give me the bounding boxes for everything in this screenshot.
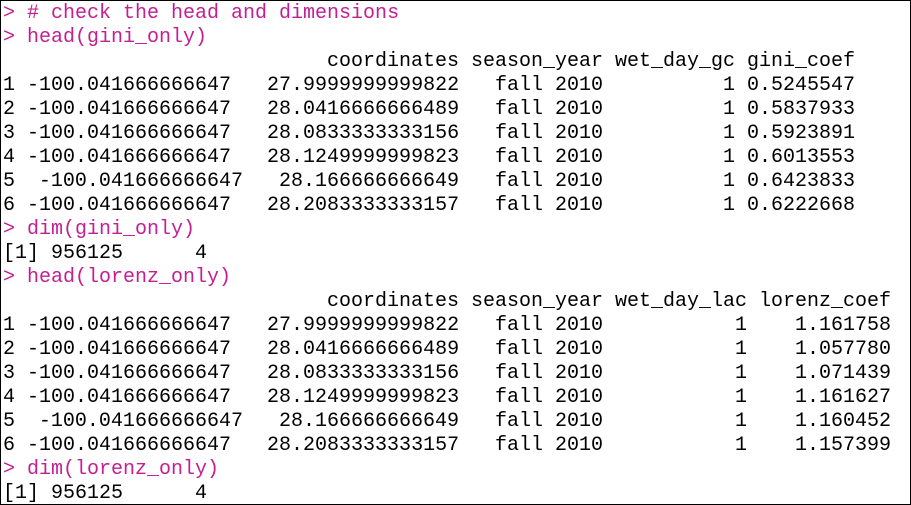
table-cell: 1 [734,362,747,385]
table-header: coordinates season_year wet_day_gc gini_coe… [3,50,910,74]
table-cell: 1.071439 [794,362,891,385]
table-cell: -100.041666666647 28.2083333333157 [27,194,460,217]
table-cell: 0.5923891 [747,122,856,145]
table-row: 3 -100.041666666647 28.0833333333156 fall … [3,122,910,146]
column-header: lorenz_coef [759,290,892,313]
row-name: 2 [3,338,16,361]
command-line: > dim(lorenz_only) [3,458,220,481]
table-cell: 1.160452 [794,410,891,433]
column-header: season_year [471,290,604,313]
table-cell: -100.041666666647 28.1249999999823 [27,386,460,409]
table-cell: fall 2010 [494,122,603,145]
column-header: wet_day_lac [615,290,748,313]
table-cell: -100.041666666647 28.166666666649 [38,170,459,193]
table-cell: 0.6222668 [747,194,856,217]
column-header: wet_day_gc [615,50,736,73]
table-cell: 1.157399 [794,434,891,457]
table-cell: fall 2010 [494,362,603,385]
row-name: 3 [3,122,16,145]
row-name: 5 [3,170,16,193]
table-cell: fall 2010 [494,338,603,361]
table-cell: fall 2010 [494,146,603,169]
command-line: > head(lorenz_only) [3,266,232,289]
row-name: 1 [3,314,16,337]
column-header: coordinates [326,290,459,313]
table-row: 6 -100.041666666647 28.2083333333157 fall … [3,194,910,218]
table-cell: 1 [722,194,735,217]
table-cell: -100.041666666647 27.9999999999822 [27,74,460,97]
table-row: 3 -100.041666666647 28.0833333333156 fall … [3,362,910,386]
row-name: 6 [3,434,16,457]
table-cell: fall 2010 [494,98,603,121]
table-cell: 1 [722,170,735,193]
table-row: 5 -100.041666666647 28.166666666649 fall 2… [3,170,910,194]
row-name: 4 [3,146,16,169]
table-cell: 0.6423833 [747,170,856,193]
table-row: 1 -100.041666666647 27.9999999999822 fall … [3,314,910,338]
table-cell: fall 2010 [494,434,603,457]
table-cell: fall 2010 [494,314,603,337]
table-cell: -100.041666666647 28.2083333333157 [27,434,460,457]
table-row: 4 -100.041666666647 28.1249999999823 fall … [3,146,910,170]
table-cell: 0.5837933 [747,98,856,121]
table-cell: 1 [734,434,747,457]
table-row: 6 -100.041666666647 28.2083333333157 fall … [3,434,910,458]
row-name: 3 [3,362,16,385]
table-cell: 1 [722,122,735,145]
table-cell: 1 [734,386,747,409]
table-header: coordinates season_year wet_day_lac lorenz_… [3,290,910,314]
row-name: 2 [3,98,16,121]
table-cell: -100.041666666647 28.1249999999823 [27,146,460,169]
table-cell: -100.041666666647 28.0416666666489 [27,98,460,121]
table-cell: 1 [734,410,747,433]
row-name: 1 [3,74,16,97]
table-row: 1 -100.041666666647 27.9999999999822 fall … [3,74,910,98]
table-row: 4 -100.041666666647 28.1249999999823 fall … [3,386,910,410]
table-cell: 1.057780 [794,338,891,361]
table-cell: -100.041666666647 27.9999999999822 [27,314,460,337]
command-line: > dim(gini_only) [3,218,196,241]
command-line: > # check the head and dimensions [3,2,400,25]
table-cell: 0.6013553 [747,146,856,169]
table-cell: 1.161758 [794,314,891,337]
table-cell: -100.041666666647 28.166666666649 [38,410,459,433]
column-header: coordinates [326,50,459,73]
table-cell: -100.041666666647 28.0416666666489 [27,338,460,361]
table-cell: fall 2010 [494,170,603,193]
table-cell: 1 [722,146,735,169]
table-cell: 1 [722,74,735,97]
table-cell: 1 [734,314,747,337]
command-line: > head(gini_only) [3,26,208,49]
table-cell: fall 2010 [494,410,603,433]
table-row: 5 -100.041666666647 28.166666666649 fall 2… [3,410,910,434]
table-cell: 1 [734,338,747,361]
table-cell: 0.5245547 [747,74,856,97]
table-row: 2 -100.041666666647 28.0416666666489 fall … [3,98,910,122]
output-line: [1] 956125 4 [3,482,208,505]
table-cell: fall 2010 [494,74,603,97]
table-row: 2 -100.041666666647 28.0416666666489 fall … [3,338,910,362]
table-cell: 1 [722,98,735,121]
output-line: [1] 956125 4 [3,242,208,265]
table-cell: -100.041666666647 28.0833333333156 [27,122,460,145]
row-name: 4 [3,386,16,409]
table-cell: 1.161627 [794,386,891,409]
table-cell: -100.041666666647 28.0833333333156 [27,362,460,385]
table-cell: fall 2010 [494,194,603,217]
column-header: gini_coef [747,50,856,73]
column-header: season_year [471,50,604,73]
row-name: 6 [3,194,16,217]
table-cell: fall 2010 [494,386,603,409]
row-name: 5 [3,410,16,433]
